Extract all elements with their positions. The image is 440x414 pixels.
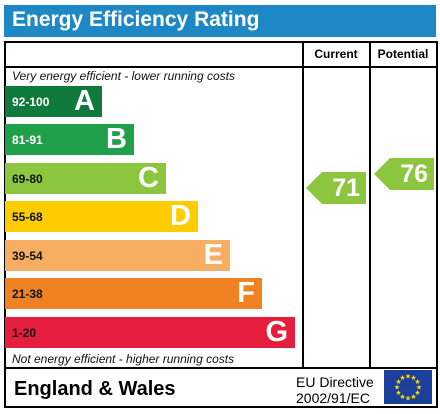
band-a-range: 92-100 (12, 95, 50, 109)
directive-line-1: EU Directive (296, 374, 374, 390)
eu-star-icon: ★ (416, 384, 422, 392)
directive-line-2: 2002/91/EC (296, 390, 370, 406)
eu-star-icon: ★ (410, 374, 416, 382)
potential-column-header: Potential (377, 47, 429, 61)
eu-star-icon: ★ (414, 389, 420, 397)
band-a: 92-100 A (5, 86, 102, 117)
band-e-range: 39-54 (12, 249, 43, 263)
band-f-range: 21-38 (12, 287, 43, 301)
footer-divider (4, 367, 438, 369)
header-divider (4, 66, 438, 68)
eu-star-icon: ★ (414, 378, 420, 386)
current-rating-value: 71 (332, 174, 360, 202)
potential-rating-arrow: 76 (374, 158, 434, 190)
band-f: 21-38 F (5, 278, 262, 309)
footer-directive: EU Directive 2002/91/EC (296, 374, 374, 406)
band-d: 55-68 D (5, 201, 198, 232)
top-caption: Very energy efficient - lower running co… (12, 69, 235, 83)
eu-star-icon: ★ (395, 389, 401, 397)
eu-star-icon: ★ (395, 378, 401, 386)
eu-star-icon: ★ (399, 374, 405, 382)
band-d-range: 55-68 (12, 210, 43, 224)
eu-star-icon: ★ (405, 373, 411, 381)
band-a-letter: A (74, 85, 95, 117)
potential-arrow-shape (374, 158, 434, 190)
band-b-range: 81-91 (12, 133, 43, 147)
band-e: 39-54 E (5, 240, 230, 271)
potential-rating-value: 76 (400, 160, 428, 188)
footer-region: England & Wales (14, 378, 176, 400)
current-rating-arrow: 71 (306, 172, 366, 204)
band-e-letter: E (203, 239, 223, 271)
current-column-divider (302, 41, 304, 368)
band-c: 69-80 C (5, 163, 166, 194)
band-b-letter: B (106, 123, 127, 155)
eu-star-icon: ★ (399, 393, 405, 401)
chart-title: Energy Efficiency Rating (12, 8, 260, 31)
bottom-caption: Not energy efficient - higher running co… (12, 352, 235, 366)
band-c-range: 69-80 (12, 172, 43, 186)
eu-star-icon: ★ (405, 395, 411, 403)
band-g-letter: G (265, 316, 288, 348)
eu-star-icon: ★ (410, 393, 416, 401)
current-column-header: Current (314, 47, 358, 61)
band-f-letter: F (237, 277, 255, 309)
title-bar: Energy Efficiency Rating (4, 5, 436, 37)
band-c-letter: C (138, 162, 159, 194)
eu-star-icon: ★ (394, 384, 400, 392)
band-d-letter: D (170, 200, 191, 232)
band-b: 81-91 B (5, 124, 134, 155)
band-g: 1-20 G (5, 317, 295, 348)
potential-column-divider (369, 41, 371, 368)
current-arrow-shape (306, 172, 366, 204)
band-g-range: 1-20 (12, 326, 37, 340)
eu-flag-icon: ★ ★ ★ ★ ★ ★ ★ ★ ★ ★ ★ ★ (384, 370, 432, 404)
